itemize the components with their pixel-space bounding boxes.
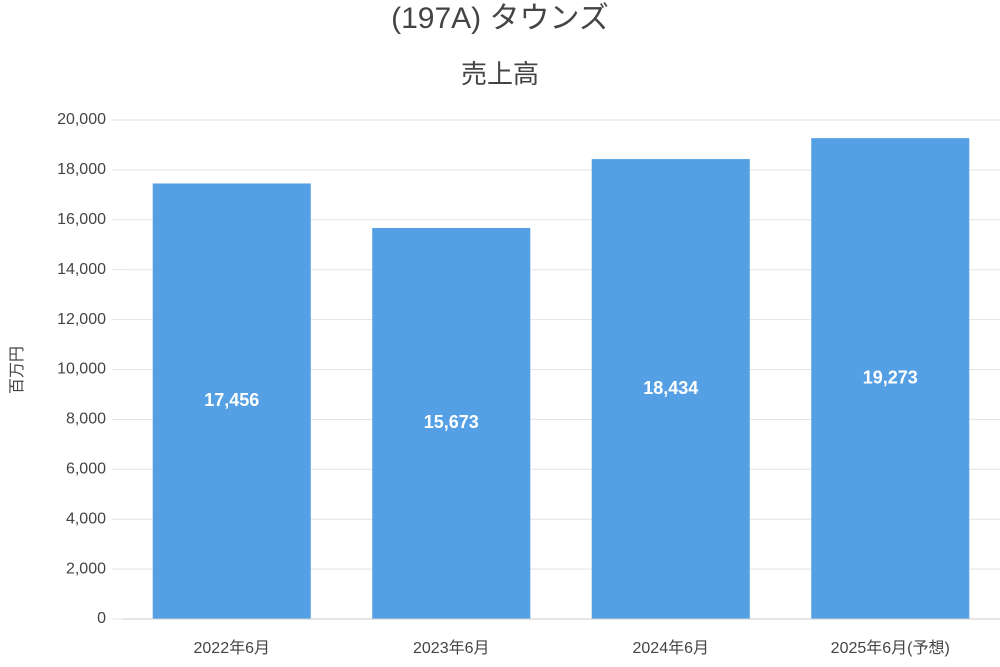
value-label: 15,673: [424, 412, 479, 432]
y-axis-label: 百万円: [9, 346, 26, 394]
bar: [152, 183, 311, 620]
x-tick-label: 2022年6月: [194, 639, 271, 657]
chart-subtitle: 売上高: [461, 59, 539, 89]
bar: [372, 227, 531, 619]
value-label: 19,273: [863, 367, 918, 387]
value-label: 18,434: [643, 378, 698, 398]
y-tick-label: 2,000: [66, 560, 106, 577]
y-tick-label: 8,000: [66, 411, 106, 428]
value-label: 17,456: [204, 390, 259, 410]
bar: [811, 138, 970, 619]
x-tick-label: 2023年6月: [413, 639, 490, 657]
y-tick-label: 0: [97, 610, 106, 627]
y-tick-label: 20,000: [57, 111, 106, 128]
y-tick-label: 6,000: [66, 461, 106, 478]
y-tick-label: 18,000: [57, 161, 106, 178]
y-tick-label: 4,000: [66, 510, 106, 527]
y-tick-label: 10,000: [57, 361, 106, 378]
y-tick-label: 12,000: [57, 311, 106, 328]
chart-title: (197A) タウンズ: [391, 2, 609, 35]
x-tick-label: 2024年6月: [633, 639, 710, 657]
bar: [591, 159, 750, 619]
y-tick-label: 16,000: [57, 211, 106, 228]
y-tick-label: 14,000: [57, 261, 106, 278]
x-tick-label: 2025年6月(予想): [831, 639, 950, 657]
